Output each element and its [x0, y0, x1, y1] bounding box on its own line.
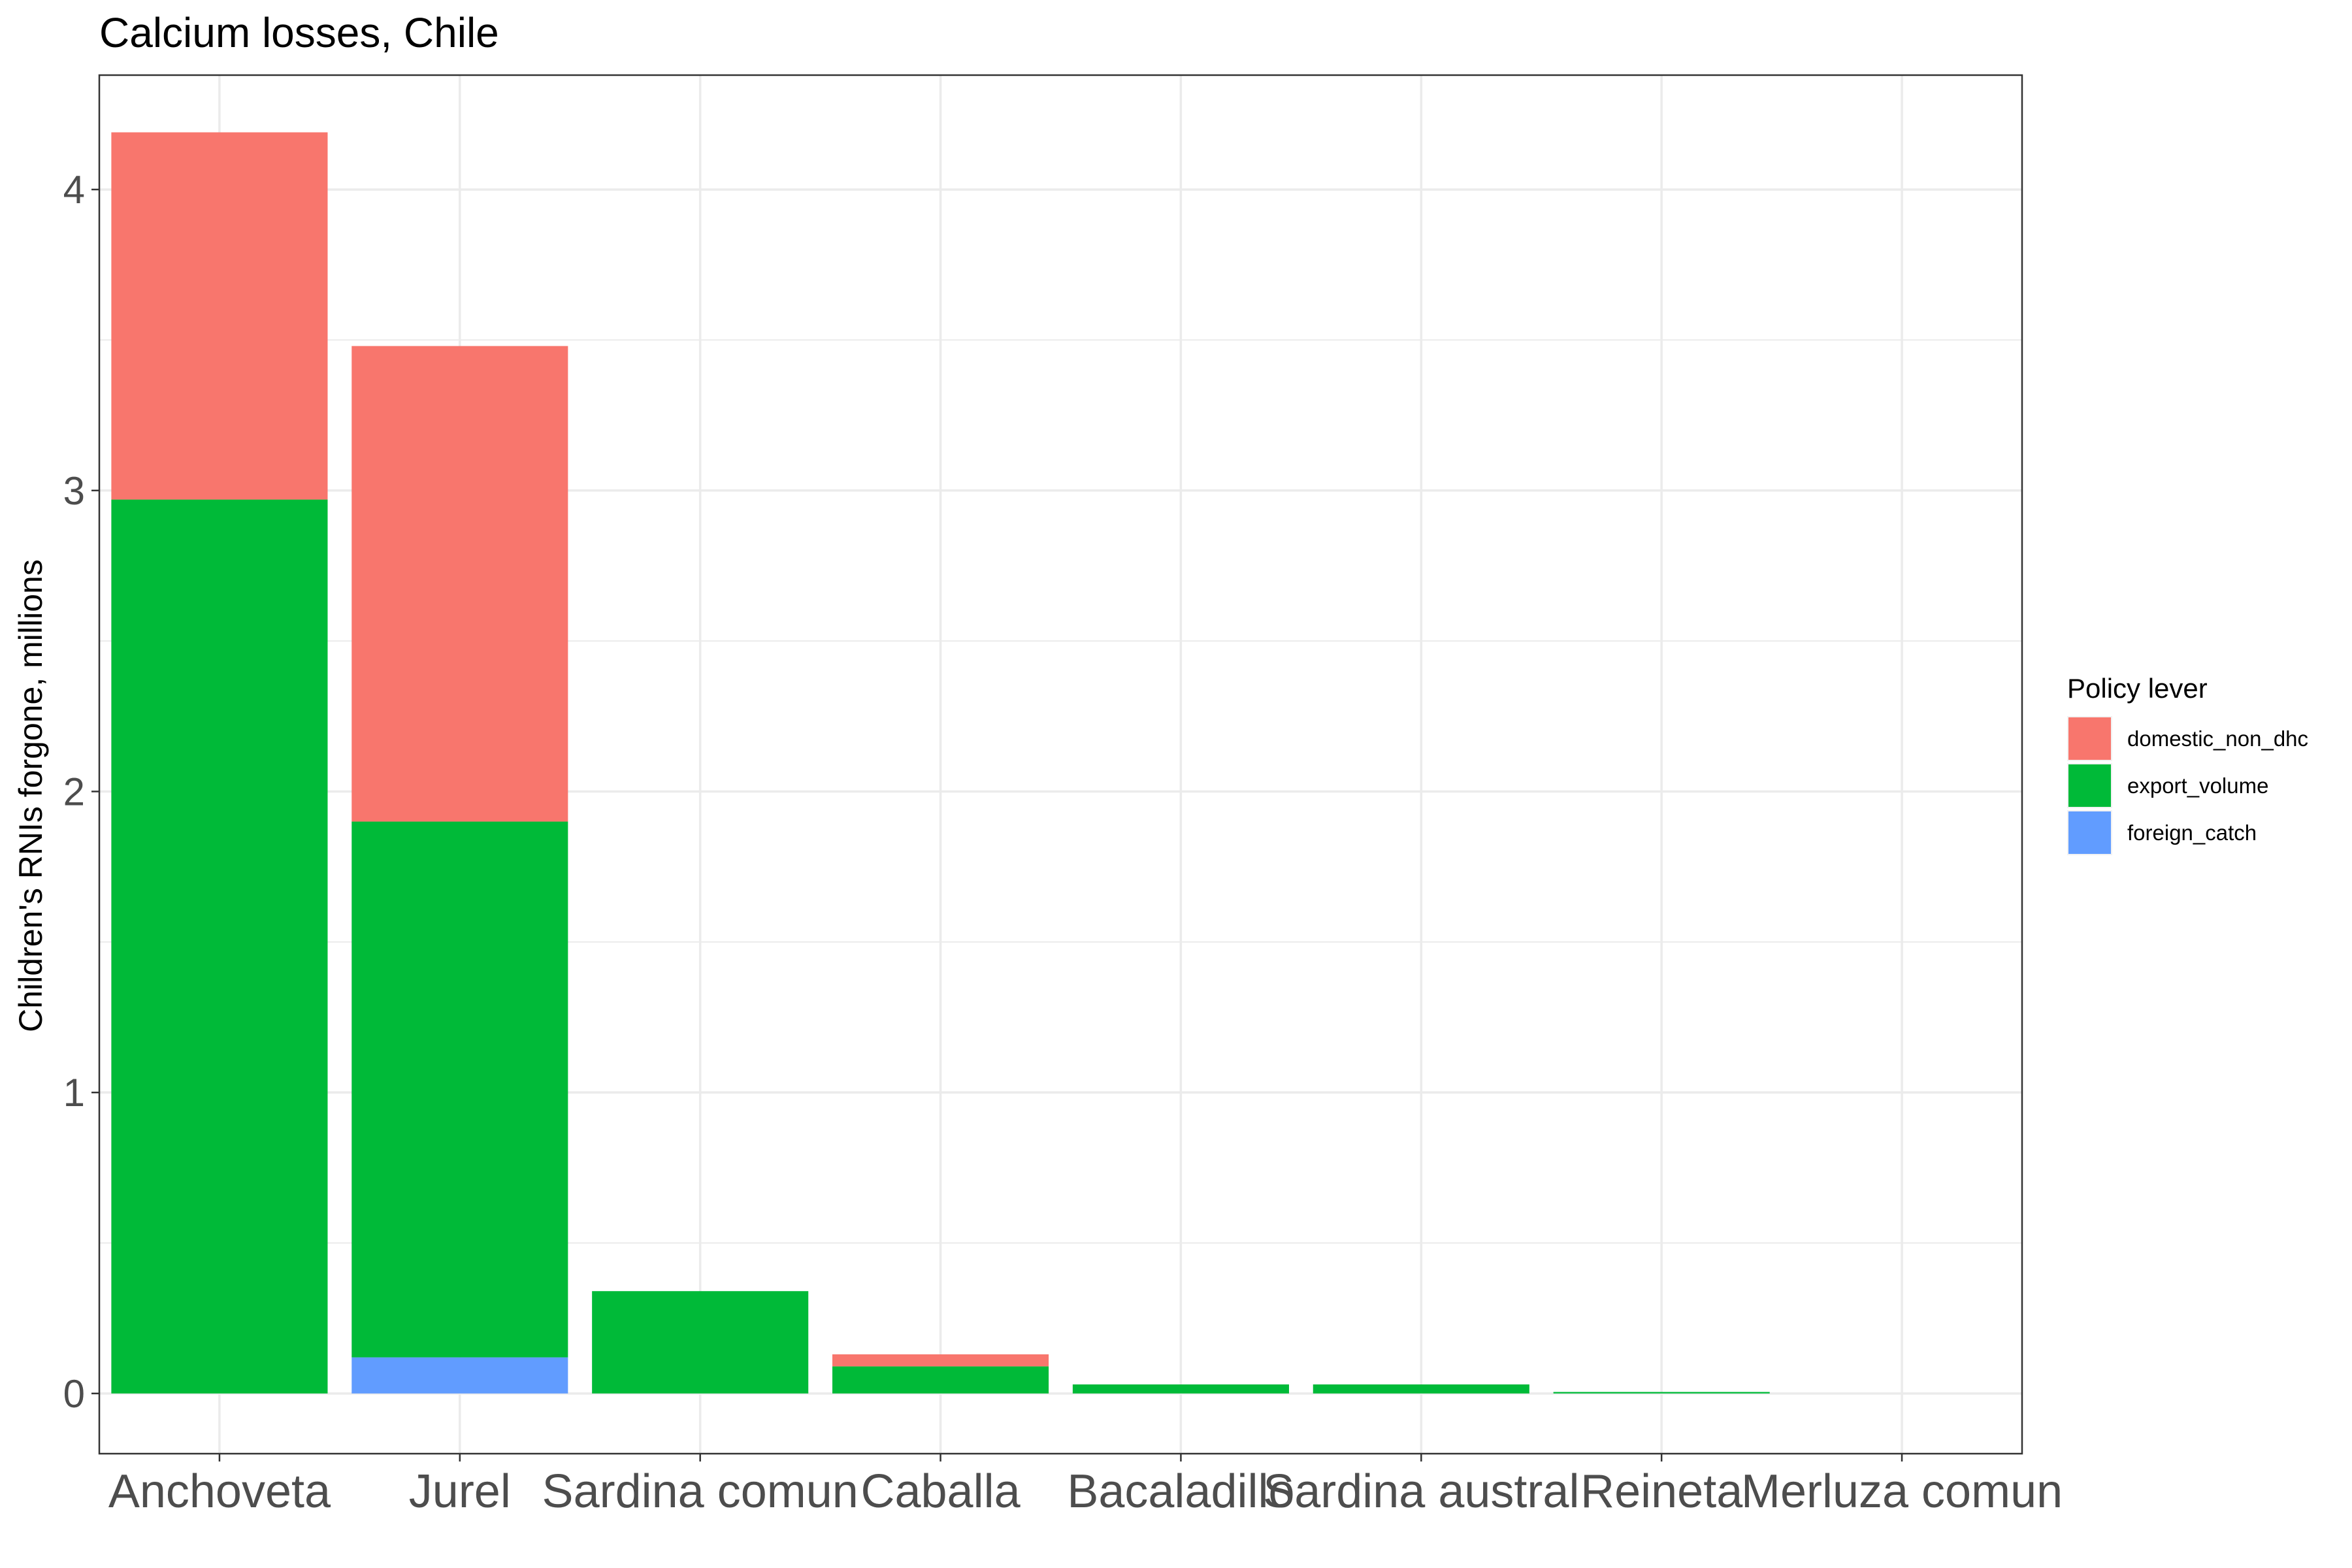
x-tick-label: Bacaladillo — [1067, 1465, 1294, 1518]
x-tick-label: Caballa — [860, 1465, 1021, 1518]
x-tick-label: Reineta — [1580, 1465, 1743, 1518]
legend-swatch — [2068, 811, 2111, 854]
legend-label: domestic_non_dhc — [2127, 727, 2308, 751]
bar-segment — [111, 499, 328, 1394]
chart-title: Calcium losses, Chile — [99, 9, 499, 56]
bar-segment — [592, 1291, 809, 1394]
x-axis: Anchoveta Jurel Sardina comun Caballa Bacala… — [108, 1454, 2063, 1518]
legend-swatch — [2068, 717, 2111, 760]
bar-segment — [351, 346, 568, 822]
bar-segment — [832, 1354, 1049, 1367]
bar-segment — [832, 1366, 1049, 1394]
legend-label: export_volume — [2127, 774, 2268, 798]
x-tick-label: Sardina comun — [542, 1465, 858, 1518]
bars — [111, 132, 1770, 1394]
y-tick-label: 4 — [63, 168, 85, 212]
bar-segment — [1072, 1384, 1289, 1394]
y-axis-title: Children's RNIs forgone, millions — [12, 559, 49, 1032]
bar-segment — [111, 132, 328, 500]
x-tick-label: Jurel — [409, 1465, 511, 1518]
x-tick-label: Sardina austral — [1263, 1465, 1579, 1518]
y-tick-label: 3 — [63, 469, 85, 513]
legend-label: foreign_catch — [2127, 821, 2257, 845]
x-tick-label: Merluza comun — [1741, 1465, 2063, 1518]
legend-title: Policy lever — [2067, 673, 2208, 704]
legend-swatch — [2068, 764, 2111, 807]
bar-segment — [351, 821, 568, 1358]
bar-segment — [351, 1357, 568, 1394]
legend: Policy lever domestic_non_dhc export_volu… — [2067, 673, 2308, 855]
x-tick-label: Anchoveta — [108, 1465, 331, 1518]
y-tick-label: 2 — [63, 770, 85, 813]
bar-segment — [1313, 1384, 1529, 1394]
y-axis: 0 1 2 3 4 — [63, 168, 99, 1416]
plot-panel-border — [98, 74, 2023, 1455]
y-tick-label: 0 — [63, 1372, 85, 1416]
y-tick-label: 1 — [63, 1071, 85, 1115]
bar-segment — [1553, 1392, 1770, 1394]
